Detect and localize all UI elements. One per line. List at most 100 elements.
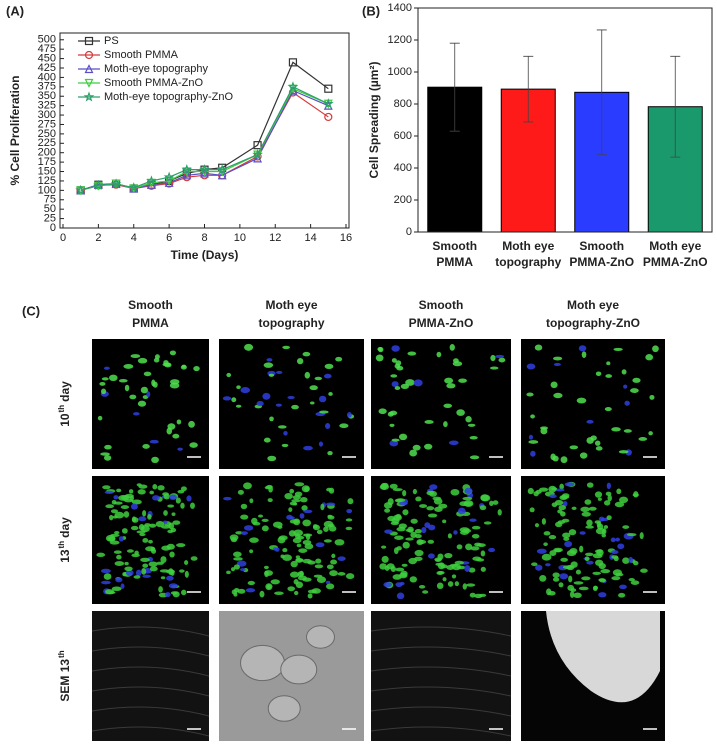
cell xyxy=(489,500,494,507)
cell xyxy=(266,358,273,362)
cell xyxy=(314,564,324,569)
cell xyxy=(309,385,318,391)
cell xyxy=(492,500,499,505)
sem-feature xyxy=(280,654,318,685)
cell xyxy=(155,521,165,528)
cell xyxy=(162,362,171,367)
cell xyxy=(103,366,110,370)
cell xyxy=(539,574,547,582)
y-tick-label: 275 xyxy=(38,118,56,130)
x-tick-label: 10 xyxy=(234,232,246,244)
cell xyxy=(432,496,442,501)
cell xyxy=(638,437,648,441)
error-bar xyxy=(449,42,460,132)
cell xyxy=(339,423,349,429)
cell xyxy=(267,455,277,462)
cell xyxy=(594,440,601,446)
cell xyxy=(272,521,283,528)
cell xyxy=(530,450,536,457)
cell xyxy=(288,507,293,512)
cell xyxy=(617,543,625,550)
row-label-part: th xyxy=(57,650,66,658)
cell xyxy=(450,488,460,496)
cell xyxy=(535,564,543,571)
legend-marker xyxy=(84,36,94,46)
cell xyxy=(462,496,473,501)
cell xyxy=(526,363,536,370)
cell xyxy=(479,593,487,597)
cell xyxy=(101,388,107,395)
cell xyxy=(570,588,577,592)
cell xyxy=(628,577,635,582)
cell xyxy=(472,556,482,561)
legend-label: Smooth PMMA-ZnO xyxy=(104,77,203,89)
cell xyxy=(160,525,171,529)
row-label-part: 10 xyxy=(58,413,72,427)
cell xyxy=(418,585,426,589)
cell xyxy=(172,591,180,598)
cell xyxy=(278,425,287,429)
y-tick-label: 150 xyxy=(38,165,56,177)
cell xyxy=(454,581,460,587)
micrograph xyxy=(92,339,209,469)
cell xyxy=(460,530,469,535)
column-header: Smooth xyxy=(128,298,173,312)
cell xyxy=(549,494,557,499)
cell xyxy=(345,526,353,531)
row-label-part: day xyxy=(58,381,72,402)
cell xyxy=(335,356,343,362)
y-tick-label: 250 xyxy=(38,128,56,140)
cell xyxy=(319,395,327,403)
cell xyxy=(539,487,549,492)
cell xyxy=(649,394,655,400)
cell xyxy=(324,363,334,370)
cell xyxy=(619,584,627,590)
row-label-part: 13 xyxy=(58,549,72,563)
cell xyxy=(307,593,313,599)
cell xyxy=(249,498,254,504)
cell xyxy=(429,490,438,497)
cell xyxy=(417,539,427,545)
cell xyxy=(613,347,623,352)
sem-feature xyxy=(370,626,512,637)
x-tick-label: 0 xyxy=(60,232,66,244)
cell xyxy=(314,376,323,381)
cell xyxy=(597,497,602,501)
cell xyxy=(292,537,302,544)
cell xyxy=(405,379,415,386)
cell xyxy=(424,420,434,424)
cell xyxy=(595,446,603,451)
cell xyxy=(276,370,283,375)
cell xyxy=(188,420,195,428)
cell xyxy=(123,511,130,518)
cell xyxy=(453,530,458,535)
cell xyxy=(429,484,438,490)
cell xyxy=(113,550,122,554)
cell xyxy=(639,532,644,540)
marker xyxy=(288,58,298,67)
row-label-part: th xyxy=(57,405,66,413)
cell xyxy=(426,506,435,511)
cell xyxy=(303,445,313,451)
marker xyxy=(164,177,174,187)
cell xyxy=(347,498,354,505)
cell xyxy=(312,524,320,531)
marker xyxy=(217,170,227,180)
cell xyxy=(604,407,612,412)
cell xyxy=(490,354,496,362)
x-tick-label: 4 xyxy=(131,232,137,244)
cell xyxy=(266,584,272,590)
cell xyxy=(233,564,240,570)
error-bar xyxy=(596,29,607,156)
marker xyxy=(182,170,192,180)
sem-feature xyxy=(370,686,512,697)
y-tick-label: 375 xyxy=(38,81,56,93)
cell xyxy=(588,506,597,511)
cell xyxy=(640,568,648,573)
cell xyxy=(327,450,333,456)
cell xyxy=(245,588,256,593)
cell xyxy=(323,526,329,532)
sem-feature xyxy=(370,666,512,677)
cell xyxy=(578,345,587,352)
